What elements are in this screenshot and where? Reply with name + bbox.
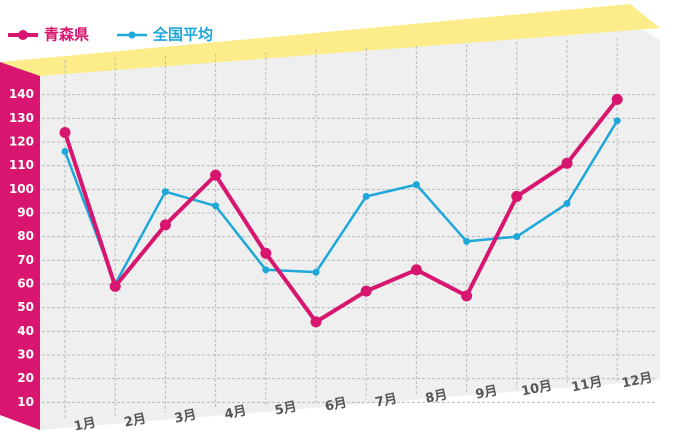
point xyxy=(212,202,220,210)
point xyxy=(611,93,623,105)
y-tick-label: 60 xyxy=(17,277,34,291)
y-tick-label: 80 xyxy=(17,229,34,243)
legend-label: 青森県 xyxy=(44,26,89,44)
x-tick-label: 5月 xyxy=(273,399,298,418)
legend-marker xyxy=(18,30,28,40)
point xyxy=(513,233,521,241)
point xyxy=(61,147,69,155)
x-tick-label: 10月 xyxy=(520,378,554,399)
y-tick-label: 40 xyxy=(17,324,34,338)
point xyxy=(362,192,370,200)
y-tick-label: 110 xyxy=(9,158,34,172)
x-tick-label: 6月 xyxy=(324,395,349,414)
point xyxy=(312,268,320,276)
point xyxy=(109,280,121,292)
point xyxy=(260,247,272,259)
point xyxy=(461,290,473,302)
left-band xyxy=(0,62,40,430)
y-tick-label: 120 xyxy=(9,135,34,149)
plot-panel xyxy=(40,28,660,430)
y-tick-label: 100 xyxy=(9,182,34,196)
point xyxy=(310,316,322,328)
point xyxy=(563,200,571,208)
legend-label: 全国平均 xyxy=(152,26,213,44)
y-tick-label: 90 xyxy=(17,206,34,220)
point xyxy=(410,264,422,276)
x-tick-label: 3月 xyxy=(173,407,198,426)
point xyxy=(262,266,270,274)
point xyxy=(463,237,471,245)
x-tick-label: 8月 xyxy=(424,387,449,406)
x-tick-label: 11月 xyxy=(570,374,604,395)
x-tick-label: 2月 xyxy=(123,411,148,430)
x-tick-label: 7月 xyxy=(374,391,399,410)
point xyxy=(210,169,222,181)
x-tick-label: 12月 xyxy=(620,370,654,391)
y-tick-label: 70 xyxy=(17,253,34,267)
y-tick-label: 50 xyxy=(17,300,34,314)
point xyxy=(613,117,621,125)
point xyxy=(360,285,372,297)
y-tick-label: 10 xyxy=(17,395,34,409)
series-line xyxy=(63,98,619,324)
point xyxy=(412,181,420,189)
y-tick-label: 20 xyxy=(17,371,34,385)
x-tick-label: 4月 xyxy=(223,403,248,422)
series-line xyxy=(63,120,619,286)
point xyxy=(511,190,523,202)
point xyxy=(59,127,71,139)
y-tick-label: 140 xyxy=(9,87,34,101)
point xyxy=(161,188,169,196)
y-tick-label: 30 xyxy=(17,348,34,362)
legend-marker xyxy=(128,31,136,39)
point xyxy=(159,219,171,231)
y-tick-label: 130 xyxy=(9,111,34,125)
point xyxy=(561,157,573,169)
x-tick-label: 1月 xyxy=(73,415,98,434)
x-tick-label: 9月 xyxy=(474,383,499,402)
